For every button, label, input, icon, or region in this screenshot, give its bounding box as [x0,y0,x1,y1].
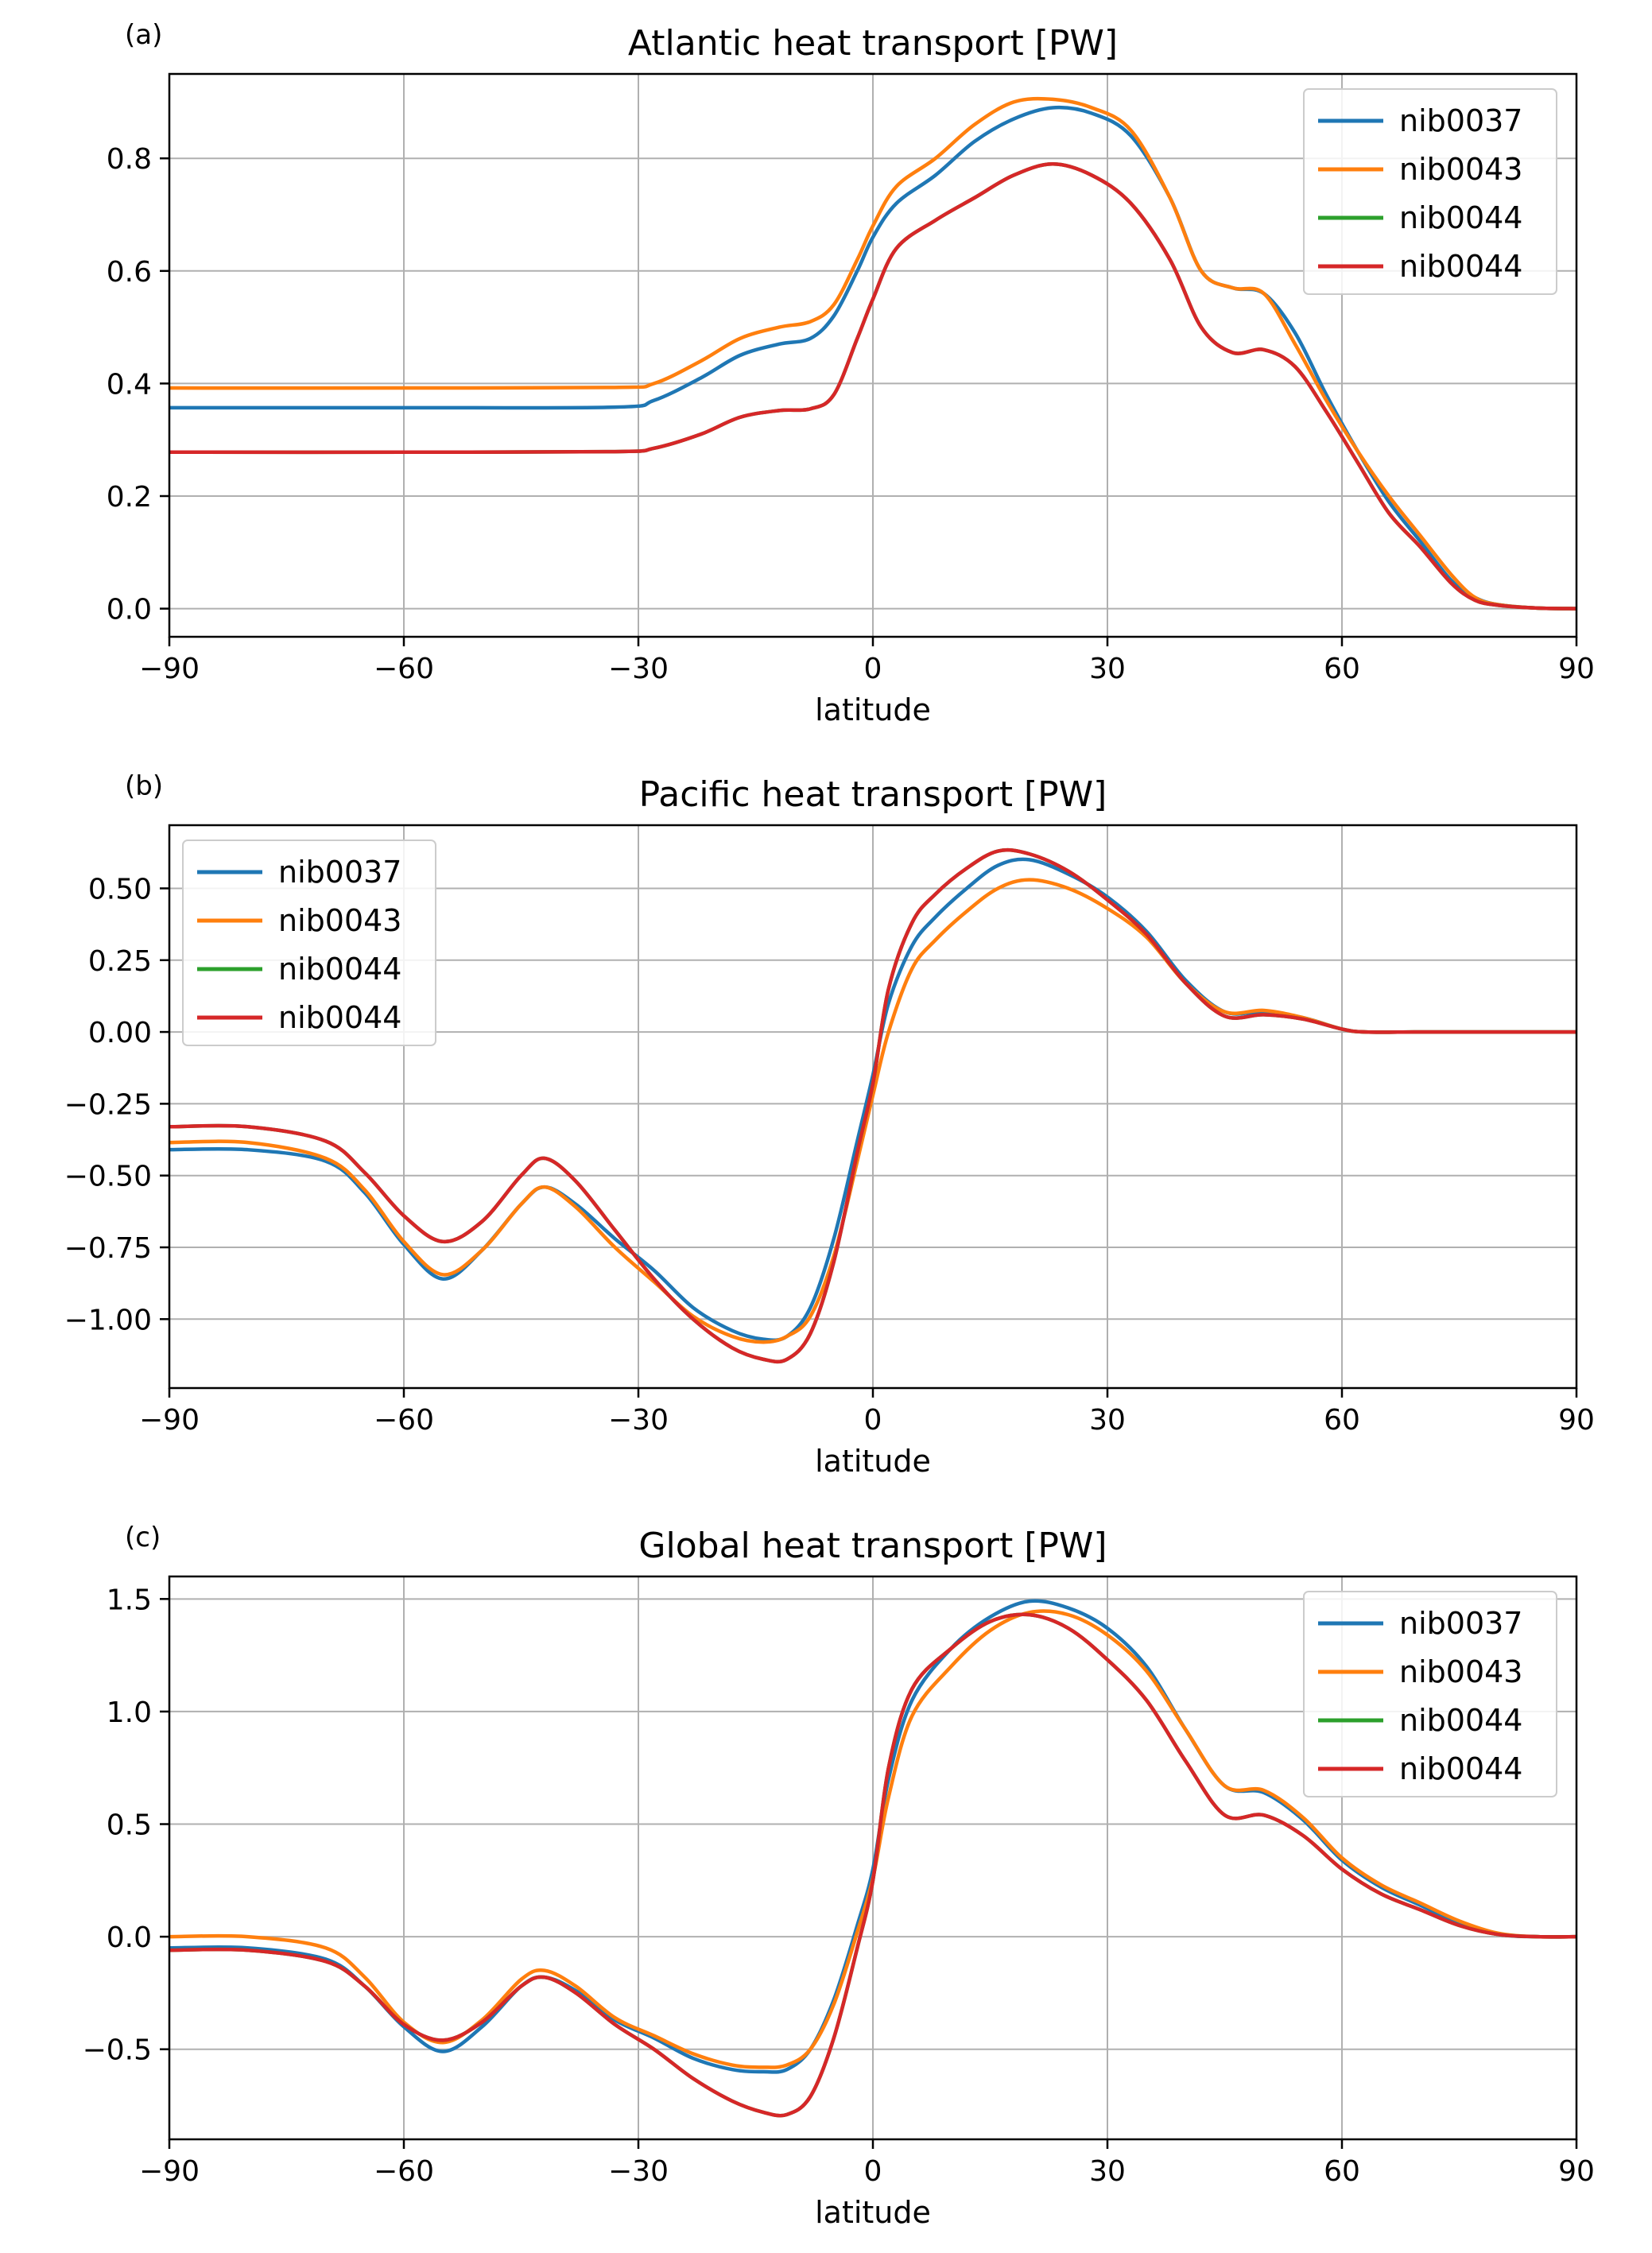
legend-entry-label: nib0043 [1399,152,1522,187]
legend: nib0037 nib0043 nib0044 nib0044 [182,840,436,1046]
x-axis-label: latitude [815,1444,931,1479]
x-tick-label: 90 [1558,1404,1595,1437]
y-tick-label: 1.5 [107,1584,152,1616]
series-line-nib0043-1 [169,96,1576,611]
legend-entry-label: nib0044 [1399,1751,1522,1786]
chart-title: Pacific heat transport [PW] [639,774,1107,815]
x-tick-label: 60 [1324,653,1360,685]
panel-2: −90 −60 −30 0 30 60 90 −1.00 −0.75 −0.50 −0.25 0.00… [64,770,1595,1479]
y-tick-label: 0.50 [88,873,152,905]
legend-entry-label: nib0043 [278,903,401,938]
series-group [169,847,1576,1364]
x-tick-label: −90 [139,2155,200,2188]
x-tick-label: 30 [1089,1404,1126,1437]
legend-entry-label: nib0037 [278,855,401,890]
legend-entry-label: nib0044 [1399,1703,1522,1738]
legend-entry-label: nib0044 [1399,249,1522,284]
x-tick-label: 0 [864,2155,882,2188]
legend-entry-label: nib0044 [1399,200,1522,235]
legend-entry-label: nib0037 [1399,1606,1522,1641]
series-line-nib0044-3 [169,1612,1576,2118]
x-tick-label: −30 [608,1404,669,1437]
y-tick-label: −0.50 [64,1161,152,1193]
x-tick-label: 90 [1558,653,1595,685]
y-tick-label: 0.00 [88,1017,152,1049]
panel-label: (c) [125,1522,161,1553]
y-tick-label: −1.00 [64,1304,152,1336]
x-tick-label: −90 [139,1404,200,1437]
series-group [169,1599,1576,2118]
panel-label: (a) [125,19,162,51]
legend-box [1303,88,1557,295]
series-line-nib0044-3 [169,847,1576,1364]
x-axis-label: latitude [815,692,931,727]
legend-entry-label: nib0043 [1399,1654,1522,1689]
x-tick-label: −60 [374,653,434,685]
y-tick-label: 0.0 [107,1921,152,1954]
x-tick-label: 90 [1558,2155,1595,2188]
series-group [169,96,1576,611]
x-tick-label: 0 [864,1404,882,1437]
panel-1: −90 −60 −30 0 30 60 90 0.0 0.2 0.4 0.6 0.8 latitude A… [107,19,1595,727]
y-tick-label: 1.0 [107,1697,152,1729]
x-tick-label: 60 [1324,2155,1360,2188]
chart-title: Atlantic heat transport [PW] [628,23,1118,64]
panel-label: (b) [125,770,163,802]
x-tick-label: −30 [608,653,669,685]
x-tick-label: 30 [1089,2155,1126,2188]
legend-entry-label: nib0044 [278,1000,401,1035]
series-line-nib0043-1 [169,878,1576,1344]
legend: nib0037 nib0043 nib0044 nib0044 [1303,88,1557,295]
x-tick-label: −60 [374,1404,434,1437]
legend-entry-label: nib0044 [278,952,401,987]
y-tick-label: 0.4 [107,368,152,401]
y-tick-label: −0.75 [64,1232,152,1265]
y-tick-label: 0.5 [107,1809,152,1842]
y-tick-label: 0.6 [107,256,152,289]
legend-entry-label: nib0037 [1399,103,1522,138]
y-tick-label: −0.25 [64,1088,152,1121]
series-line-nib0044-3 [169,162,1576,611]
x-tick-label: 0 [864,653,882,685]
panel-3: −90 −60 −30 0 30 60 90 −0.5 0.0 0.5 1.0 1.5 latitude… [83,1522,1595,2230]
legend: nib0037 nib0043 nib0044 nib0044 [1303,1591,1557,1797]
series-line-nib0037-0 [169,105,1576,611]
x-axis-label: latitude [815,2195,931,2230]
x-tick-label: −60 [374,2155,434,2188]
y-tick-label: 0.0 [107,594,152,626]
y-tick-label: 0.25 [88,945,152,978]
x-tick-label: −90 [139,653,200,685]
y-tick-label: 0.8 [107,143,152,176]
y-tick-label: 0.2 [107,481,152,514]
x-tick-label: −30 [608,2155,669,2188]
x-tick-label: 30 [1089,653,1126,685]
legend-box [1303,1591,1557,1797]
legend-box [182,840,436,1046]
chart-title: Global heat transport [PW] [638,1526,1107,1566]
x-tick-label: 60 [1324,1404,1360,1437]
y-tick-label: −0.5 [83,2034,152,2067]
